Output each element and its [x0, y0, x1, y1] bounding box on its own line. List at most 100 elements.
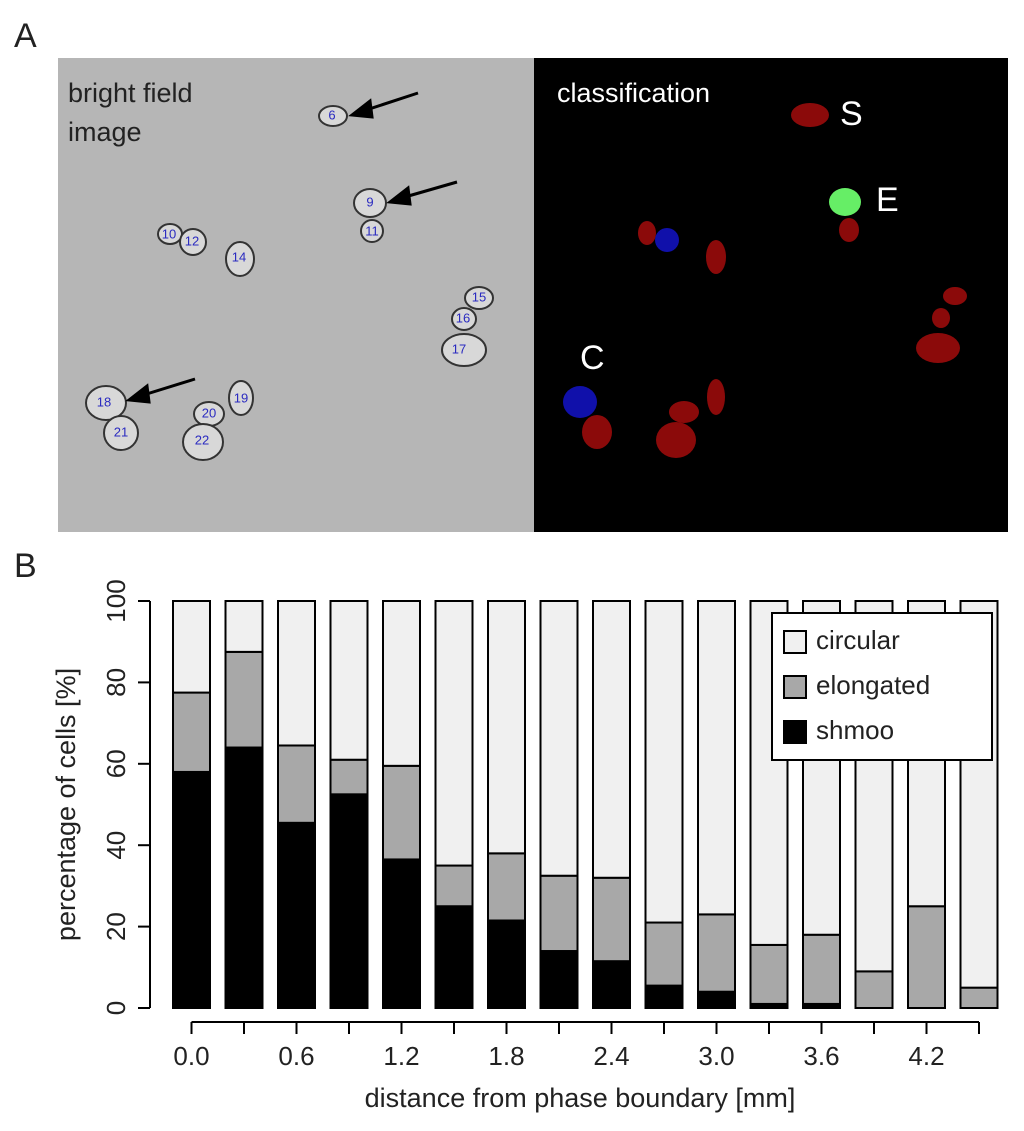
x-tick-label: 1.8	[488, 1041, 524, 1071]
bar-segment	[434, 600, 474, 867]
arrow-head	[348, 98, 374, 119]
cell	[360, 219, 384, 243]
cell-number: 6	[328, 107, 335, 122]
legend-label: shmoo	[816, 715, 894, 745]
cell-number: 18	[97, 394, 111, 409]
cell	[451, 307, 477, 331]
bar-segment	[487, 852, 526, 922]
x-tick-label: 4.2	[908, 1041, 944, 1071]
blob	[655, 228, 679, 252]
bar-segment	[644, 600, 684, 924]
bar-segment	[172, 600, 211, 694]
legend-swatch	[783, 720, 807, 744]
bar-segment	[224, 600, 264, 653]
blob	[669, 401, 699, 423]
blob	[706, 240, 726, 274]
bar-segment	[592, 876, 631, 963]
cell-number: 15	[472, 289, 486, 304]
x-tick-label: 3.0	[698, 1041, 734, 1071]
image-label: image	[68, 117, 142, 147]
cell-number: 19	[234, 390, 248, 405]
blob	[656, 422, 696, 458]
x-axis-label: distance from phase boundary [mm]	[365, 1083, 796, 1113]
legend-box	[771, 612, 993, 761]
bar-segment	[854, 970, 894, 1009]
arrow-head	[125, 383, 151, 404]
class-label: C	[580, 339, 605, 377]
cell	[179, 228, 207, 256]
bar-segment	[172, 691, 211, 773]
cell	[464, 286, 494, 310]
cell	[441, 333, 487, 367]
bar-segment	[277, 600, 316, 747]
x-tick-label: 3.6	[803, 1041, 839, 1071]
cell-number: 21	[114, 424, 128, 439]
cell-number: 22	[195, 432, 209, 447]
blob	[932, 308, 950, 328]
y-tick-label: 60	[101, 749, 131, 778]
arrow-head	[386, 185, 412, 206]
panel-label: A	[14, 17, 37, 55]
y-tick-label: 100	[101, 579, 131, 622]
cell	[103, 415, 139, 451]
legend-label: elongated	[816, 670, 930, 700]
bar-segment	[644, 921, 684, 987]
bar-segment	[172, 770, 211, 1009]
blob	[839, 218, 859, 242]
bar-segment	[329, 600, 369, 761]
bar-segment	[382, 600, 421, 767]
y-axis-label: percentage of cells [%]	[51, 668, 81, 941]
blob	[638, 221, 656, 245]
blob	[563, 386, 597, 418]
bar-segment	[802, 933, 841, 1005]
cell	[318, 105, 348, 127]
cell	[225, 241, 255, 277]
y-tick-label: 80	[101, 668, 131, 697]
bar-segment	[224, 746, 264, 1010]
bar-segment	[592, 960, 631, 1010]
cell-number: 16	[456, 310, 470, 325]
bar-segment	[959, 986, 999, 1010]
class-label: E	[876, 181, 899, 219]
cell	[182, 423, 224, 461]
bar-segment	[539, 950, 579, 1010]
cell-number: 10	[162, 226, 176, 241]
class-label: S	[840, 95, 863, 133]
cell-number: 14	[232, 249, 246, 264]
bar-segment	[697, 990, 736, 1009]
bar-segment	[434, 864, 474, 908]
image-label: bright field	[68, 78, 193, 108]
bar-segment	[277, 821, 316, 1009]
bar-segment	[539, 874, 579, 953]
bar-segment	[697, 913, 736, 993]
bar-segment	[644, 984, 684, 1009]
x-tick-label: 0.6	[278, 1041, 314, 1071]
classification-image	[534, 58, 1008, 532]
legend-label: circular	[816, 625, 900, 655]
classified-cells	[563, 103, 967, 458]
y-tick-label: 40	[101, 831, 131, 860]
blob	[582, 415, 612, 449]
blob	[791, 103, 829, 127]
bar-segment	[434, 905, 474, 1009]
arrows	[125, 91, 458, 404]
cell	[85, 385, 127, 421]
legend-swatch	[783, 675, 807, 699]
bar-segment	[277, 744, 316, 824]
bar-segment	[539, 600, 579, 877]
cell-number: 17	[452, 341, 466, 356]
bar-segment	[329, 793, 369, 1010]
bar-segment	[907, 905, 946, 1009]
bar-segment	[487, 919, 526, 1009]
blob	[829, 188, 861, 216]
cell	[228, 380, 254, 416]
cell-number: 12	[185, 233, 199, 248]
cell-number: 11	[365, 223, 379, 238]
x-tick-label: 0.0	[173, 1041, 209, 1071]
cell	[353, 188, 387, 218]
cells: 6 9 11 10 12 14 15 16 17 18 21 20 22 19	[85, 105, 494, 461]
bar-segment	[749, 943, 789, 1005]
bright-field-image	[58, 58, 534, 532]
legend-swatch	[783, 630, 807, 654]
